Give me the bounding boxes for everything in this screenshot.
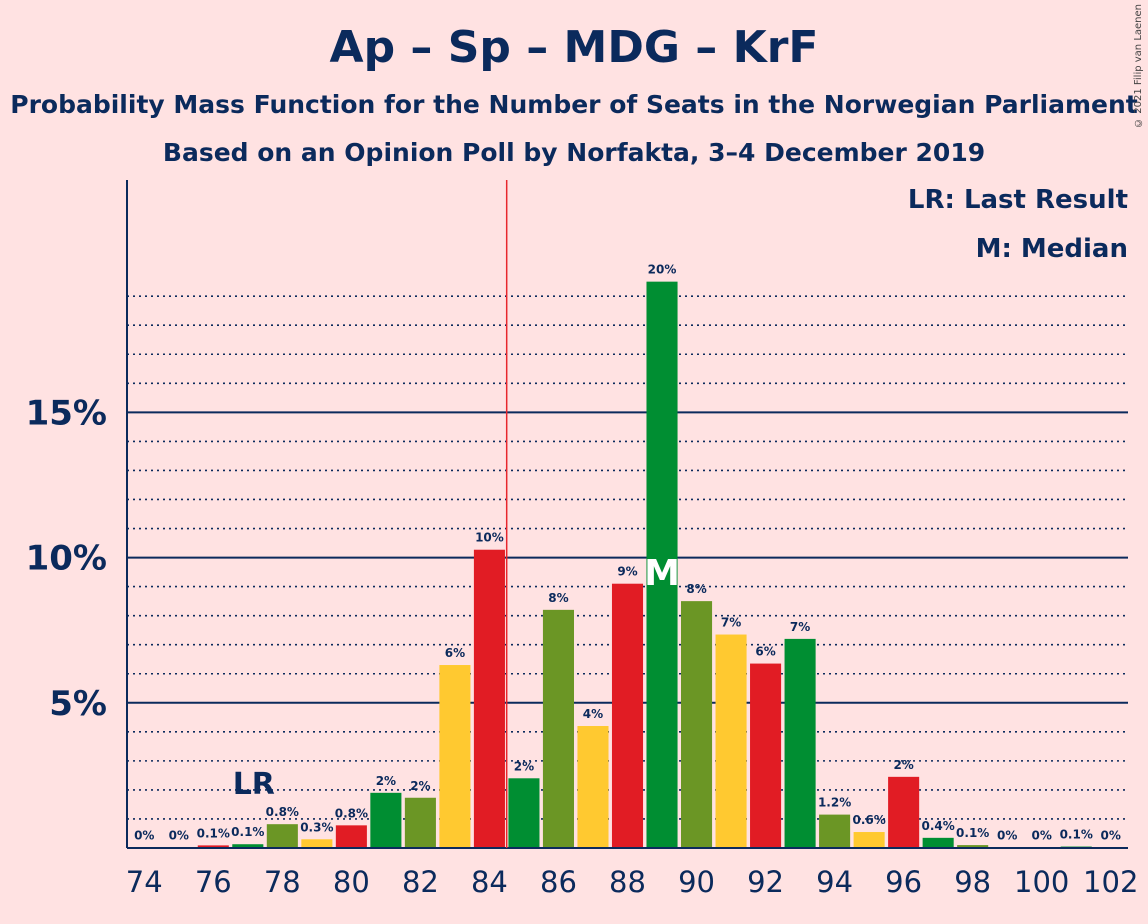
- legend-median: M: Median: [976, 234, 1128, 264]
- gridlines: [127, 295, 1128, 820]
- legend-last-result: LR: Last Result: [908, 185, 1128, 215]
- data-labels: 0% 0% 0.1% 0.1%0.8%0.3%0.8%2% 2%6%10%2%8%4%9…: [134, 263, 1121, 843]
- bar-seat-77: [232, 844, 264, 848]
- data-label: 6%: [445, 646, 465, 660]
- x-tick-label: 100: [1014, 865, 1069, 899]
- x-tick-label: 94: [816, 865, 853, 899]
- bar-seat-88: [611, 583, 644, 848]
- data-label: 0.1%: [956, 826, 989, 840]
- x-tick-label: 84: [471, 865, 508, 899]
- bars: [128, 281, 1127, 848]
- x-tick-label: 78: [264, 865, 301, 899]
- x-tick-label: 80: [333, 865, 370, 899]
- bar-seat-89: [646, 281, 678, 848]
- bar-seat-86: [542, 609, 574, 848]
- bar-seat-96: [888, 776, 920, 848]
- data-label: 0%: [997, 828, 1017, 842]
- data-label: 0%: [1032, 828, 1052, 842]
- data-label: 2%: [514, 759, 534, 773]
- data-label: 0%: [169, 828, 189, 842]
- data-label: 1.2%: [818, 796, 851, 810]
- y-tick-label: 5%: [49, 684, 107, 724]
- data-label: 0.1%: [231, 825, 264, 839]
- data-label: 0.4%: [922, 819, 955, 833]
- bar-seat-95: [853, 832, 885, 848]
- data-label: 2%: [376, 774, 396, 788]
- bar-seat-87: [577, 726, 609, 848]
- data-label: 0.8%: [266, 805, 299, 819]
- bar-seat-98: [957, 845, 989, 848]
- data-label: 0.6%: [852, 813, 885, 827]
- data-label: 0%: [1101, 829, 1121, 843]
- bar-seat-94: [819, 814, 851, 848]
- chart-title: Ap – Sp – MDG – KrF: [329, 22, 819, 73]
- y-axis-ticks: 5% 10% 15%: [26, 393, 107, 723]
- bar-seat-91: [715, 634, 747, 848]
- bar-seat-84: [473, 549, 505, 848]
- x-tick-label: 90: [678, 865, 715, 899]
- bar-seat-78: [266, 824, 298, 848]
- data-label: 0.3%: [300, 820, 333, 834]
- x-tick-label: 82: [402, 865, 439, 899]
- data-label: 20%: [648, 263, 677, 277]
- bar-seat-76: [197, 845, 229, 848]
- data-label: 2%: [410, 779, 430, 793]
- data-label: 8%: [548, 591, 568, 605]
- bar-seat-83: [439, 665, 471, 848]
- data-label: 0%: [134, 828, 154, 842]
- x-tick-label: 76: [195, 865, 232, 899]
- x-tick-label: 86: [540, 865, 577, 899]
- data-label: 9%: [617, 565, 637, 579]
- data-label: 2%: [893, 758, 913, 772]
- data-label: 10%: [475, 531, 504, 545]
- x-tick-label: 98: [954, 865, 991, 899]
- data-label: 7%: [790, 620, 810, 634]
- chart-subtitle-poll: Based on an Opinion Poll by Norfakta, 3–…: [162, 138, 986, 167]
- data-label: 8%: [686, 582, 706, 596]
- data-label: 0.1%: [197, 826, 230, 840]
- last-result-marker: LR: [233, 767, 275, 802]
- x-tick-label: 92: [747, 865, 784, 899]
- x-axis-ticks: 74 76 78 80 82 84 86 88 90 92 94 96 98 100 102: [126, 865, 1139, 899]
- data-label: 0.8%: [335, 806, 368, 820]
- x-tick-label: 88: [609, 865, 646, 899]
- x-tick-label: 102: [1083, 865, 1138, 899]
- bar-seat-82: [404, 797, 436, 848]
- data-label: 6%: [755, 645, 775, 659]
- median-marker: M: [644, 553, 680, 594]
- x-tick-label: 96: [885, 865, 922, 899]
- bar-seat-85: [508, 778, 540, 848]
- y-tick-label: 10%: [26, 539, 107, 579]
- data-label: 7%: [721, 616, 741, 630]
- bar-seat-93: [784, 638, 816, 848]
- data-label: 0.1%: [1060, 828, 1093, 842]
- bar-seat-90: [681, 601, 713, 848]
- bar-seat-81: [370, 792, 402, 848]
- bar-seat-97: [922, 837, 954, 848]
- bar-seat-80: [335, 825, 367, 848]
- data-label: 4%: [583, 707, 603, 721]
- x-tick-label: 74: [126, 865, 163, 899]
- bar-seat-92: [750, 663, 782, 848]
- chart-subtitle: Probability Mass Function for the Number…: [10, 90, 1138, 119]
- bar-seat-79: [301, 839, 333, 848]
- y-tick-label: 15%: [26, 393, 107, 433]
